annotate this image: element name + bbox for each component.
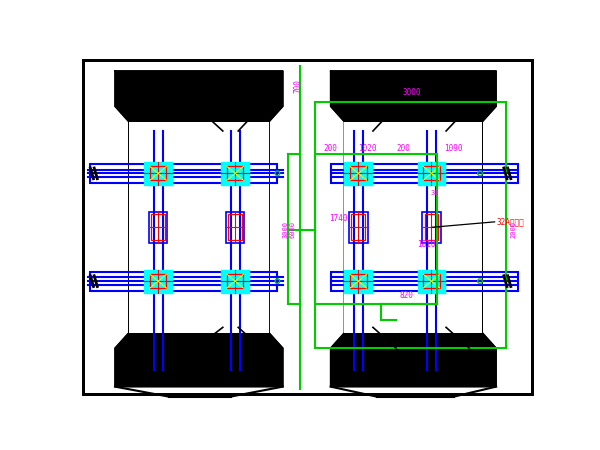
Bar [129, 122, 269, 333]
Text: 200: 200 [397, 144, 410, 153]
Bar [418, 270, 445, 293]
Bar [150, 274, 166, 288]
Bar [144, 162, 172, 185]
Text: 1020: 1020 [358, 144, 377, 153]
Text: 3000: 3000 [402, 88, 421, 97]
Text: 6000: 6000 [290, 221, 296, 238]
Bar [227, 274, 244, 288]
Bar [151, 214, 165, 240]
Text: 30: 30 [431, 189, 439, 195]
Bar [344, 162, 372, 185]
Bar [344, 122, 482, 333]
Bar [352, 214, 365, 240]
Bar [423, 274, 440, 288]
Text: 1740: 1740 [329, 214, 347, 223]
Text: 820: 820 [399, 292, 413, 301]
Polygon shape [115, 71, 283, 387]
Bar [349, 212, 368, 243]
Bar [227, 166, 244, 180]
Bar [331, 272, 518, 291]
Polygon shape [331, 71, 496, 387]
Bar [91, 164, 277, 183]
Text: 2000: 2000 [510, 221, 516, 238]
Bar [344, 270, 372, 293]
Bar [425, 214, 439, 240]
Text: 3000: 3000 [282, 221, 288, 238]
Bar [91, 272, 277, 291]
Bar [350, 274, 367, 288]
Bar [221, 270, 249, 293]
Bar [221, 162, 249, 185]
Text: 1090: 1090 [445, 144, 463, 153]
Bar [226, 212, 244, 243]
Bar [331, 164, 518, 183]
Bar [418, 162, 445, 185]
Bar [422, 212, 441, 243]
Text: 700: 700 [294, 79, 303, 93]
Bar [315, 154, 437, 304]
Bar [150, 166, 166, 180]
Bar [228, 214, 242, 240]
Text: 1810: 1810 [418, 240, 436, 249]
Text: 32A工字钢: 32A工字钢 [496, 217, 524, 226]
Bar [350, 166, 367, 180]
Text: 200: 200 [323, 144, 338, 153]
Bar [423, 166, 440, 180]
Bar [149, 212, 167, 243]
Bar [315, 102, 506, 348]
Bar [144, 270, 172, 293]
